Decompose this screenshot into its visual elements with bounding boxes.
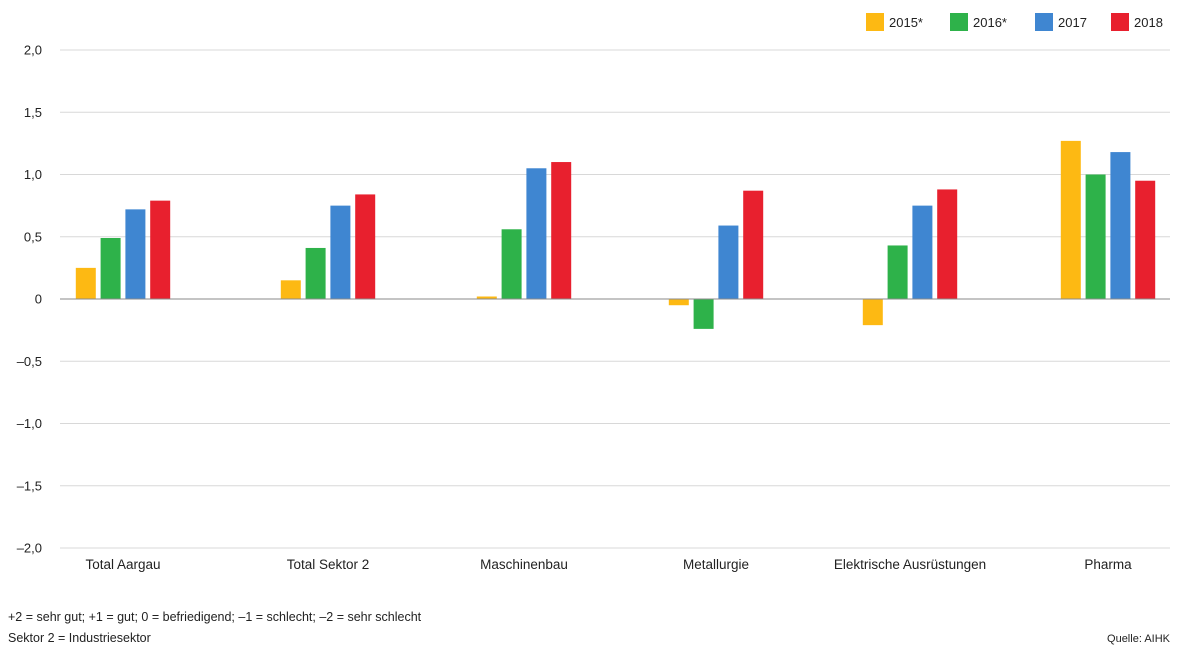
bar	[551, 162, 572, 299]
x-axis-labels: Total Aargau Total Sektor 2 Maschinenbau Me…	[85, 557, 1132, 572]
bar	[1060, 140, 1081, 299]
legend: 2015* 2016* 2017 2018	[866, 13, 1163, 31]
bar	[743, 190, 764, 299]
y-tick-label: –2,0	[17, 541, 42, 556]
source-label: Quelle: AIHK	[1107, 633, 1170, 645]
bar	[75, 267, 96, 299]
bar	[1110, 152, 1131, 299]
bar	[1135, 180, 1156, 299]
bar	[150, 200, 171, 299]
x-category-label: Maschinenbau	[480, 557, 568, 572]
bar	[100, 237, 121, 299]
y-tick-label: 0,5	[24, 229, 42, 244]
bar	[912, 205, 933, 299]
bar	[476, 296, 497, 299]
y-tick-label: –1,0	[17, 416, 42, 431]
bars	[75, 140, 1156, 329]
bar	[937, 189, 958, 299]
bar	[305, 247, 326, 299]
x-category-label: Pharma	[1084, 557, 1132, 572]
gridlines	[60, 49, 1170, 549]
bar	[862, 299, 883, 326]
legend-label: 2017	[1058, 15, 1087, 30]
bar	[526, 168, 547, 299]
bar-chart: 2,0 1,5 1,0 0,5 0 –0,5 –1,0 –1,5 –2,0 Total Aarg…	[17, 13, 1170, 572]
x-category-label: Elektrische Ausrüstungen	[834, 557, 986, 572]
bar	[280, 280, 301, 299]
legend-label: 2016*	[973, 15, 1007, 30]
y-tick-label: 1,0	[24, 167, 42, 182]
bar	[693, 299, 714, 329]
legend-swatch	[950, 13, 968, 31]
x-category-label: Total Sektor 2	[287, 557, 370, 572]
bar	[125, 209, 146, 299]
bar	[330, 205, 351, 299]
y-tick-label: –0,5	[17, 354, 42, 369]
y-tick-label: 1,5	[24, 105, 42, 120]
legend-label: 2018	[1134, 15, 1163, 30]
legend-swatch	[866, 13, 884, 31]
bar	[718, 225, 739, 299]
y-axis-ticks: 2,0 1,5 1,0 0,5 0 –0,5 –1,0 –1,5 –2,0	[17, 43, 42, 556]
legend-swatch	[1111, 13, 1129, 31]
bar	[668, 299, 689, 306]
scale-footnote: +2 = sehr gut; +1 = gut; 0 = befriedigen…	[8, 610, 422, 624]
legend-swatch	[1035, 13, 1053, 31]
legend-label: 2015*	[889, 15, 923, 30]
y-tick-label: –1,5	[17, 478, 42, 493]
y-tick-label: 0	[35, 292, 42, 307]
bar	[887, 245, 908, 299]
bar	[355, 194, 376, 299]
bar	[501, 229, 522, 299]
sector-footnote: Sektor 2 = Industriesektor	[8, 631, 151, 645]
x-category-label: Total Aargau	[85, 557, 160, 572]
y-tick-label: 2,0	[24, 43, 42, 58]
x-category-label: Metallurgie	[683, 557, 749, 572]
bar	[1085, 174, 1106, 299]
